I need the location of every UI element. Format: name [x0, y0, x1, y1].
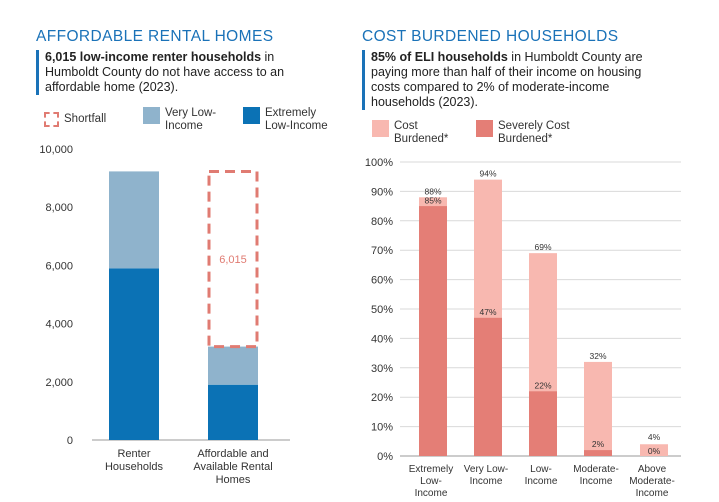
y-tick-label: 60%: [371, 275, 393, 287]
severely-value-label: 0%: [648, 446, 661, 456]
cost-burdened-value-label: 94%: [479, 169, 496, 179]
x-tick-label: Income: [415, 488, 448, 499]
left-legend: Shortfall Very Low-Income Extremely Low-…: [44, 107, 344, 139]
cost-burdened-value-label: 32%: [589, 351, 606, 361]
legend-item-very-low: Very Low-Income: [143, 107, 227, 133]
legend-item-severely-cost-burdened: Severely Cost Burdened*: [476, 120, 578, 146]
right-callout-text: in Humboldt County are paying more than …: [371, 50, 643, 109]
cost-burdened-bar: [640, 444, 668, 456]
y-tick-label: 30%: [371, 363, 393, 375]
cost-burdened-bar: [584, 361, 612, 456]
right-panel-title: COST BURDENED HOUSEHOLDS: [362, 28, 619, 45]
x-tick-label: Very Low-: [464, 464, 508, 475]
severely-value-label: 47%: [479, 307, 496, 317]
x-tick-label: Affordable and: [197, 448, 268, 460]
y-tick-label: 40%: [371, 333, 393, 345]
cost-burdened-value-label: 88%: [424, 186, 441, 196]
y-tick-label: 0: [67, 435, 73, 447]
extremely-low-swatch: [243, 107, 260, 124]
cost-burdened-value-label: 4%: [648, 432, 661, 442]
legend-label-very-low: Very Low-Income: [165, 107, 217, 132]
y-tick-label: 50%: [371, 304, 393, 316]
legend-label-severely-cost-burdened: Severely Cost Burdened*: [498, 120, 570, 145]
severely-value-label: 22%: [534, 380, 551, 390]
left-callout: 6,015 low-income renter households in Hu…: [36, 50, 320, 95]
severely-value-label: 85%: [424, 195, 441, 205]
y-tick-label: 10%: [371, 422, 393, 434]
x-tick-label: Low-: [420, 476, 442, 487]
y-tick-label: 6,000: [45, 260, 73, 272]
severely-cost-burdened-swatch: [476, 120, 493, 137]
y-tick-label: 10,000: [39, 144, 73, 156]
bar-extremely-low-income: [109, 268, 159, 440]
right-legend: Cost Burdened* Severely Cost Burdened*: [372, 120, 672, 152]
y-tick-label: 70%: [371, 245, 393, 257]
x-tick-label: Income: [525, 476, 558, 487]
y-tick-label: 0%: [377, 451, 393, 463]
x-tick-label: Moderate-: [573, 464, 619, 475]
x-tick-label: Moderate-: [629, 476, 675, 487]
x-tick-label: Income: [580, 476, 613, 487]
left-callout-text: in Humboldt County do not have access to…: [45, 50, 285, 94]
right-callout: 85% of ELI households in Humboldt County…: [362, 50, 671, 110]
cost-burdened-swatch: [372, 120, 389, 137]
y-tick-label: 80%: [371, 216, 393, 228]
x-tick-label: Income: [636, 488, 669, 499]
bar-extremely-low-income: [208, 384, 258, 440]
x-tick-label: Low-: [530, 464, 552, 475]
shortfall-swatch: [44, 112, 59, 127]
legend-label-extremely-low: Extremely Low-Income: [265, 107, 328, 132]
x-tick-label: Households: [105, 461, 164, 473]
legend-label-cost-burdened: Cost Burdened*: [394, 120, 449, 145]
severely-cost-burdened-bar: [419, 206, 447, 456]
shortfall-bar: [207, 170, 259, 349]
severely-value-label: 2%: [592, 439, 605, 449]
y-tick-label: 8,000: [45, 202, 73, 214]
y-tick-label: 2,000: [45, 377, 73, 389]
x-tick-label: Renter: [117, 448, 150, 460]
x-tick-label: Extremely: [409, 464, 453, 475]
bar-very-low-income: [208, 346, 258, 385]
bar-very-low-income: [109, 171, 159, 269]
left-panel-title: AFFORDABLE RENTAL HOMES: [36, 28, 274, 45]
y-tick-label: 20%: [371, 392, 393, 404]
x-tick-label: Homes: [216, 474, 251, 486]
y-tick-label: 100%: [365, 157, 393, 169]
severely-cost-burdened-bar: [474, 317, 502, 456]
legend-item-extremely-low: Extremely Low-Income: [243, 107, 340, 133]
left-callout-bold: 6,015 low-income renter households: [45, 50, 262, 64]
very-low-swatch: [143, 107, 160, 124]
y-tick-label: 4,000: [45, 319, 73, 331]
legend-label-shortfall: Shortfall: [64, 113, 107, 125]
legend-item-cost-burdened: Cost Burdened*: [372, 120, 454, 146]
severely-cost-burdened-bar: [584, 450, 612, 456]
shortfall-value-label: 6,015: [219, 254, 247, 266]
x-tick-label: Available Rental: [193, 461, 272, 473]
severely-cost-burdened-bar: [529, 391, 557, 456]
legend-item-shortfall: Shortfall: [44, 111, 106, 127]
x-tick-label: Income: [470, 476, 503, 487]
right-callout-bold: 85% of ELI households: [371, 50, 508, 64]
y-tick-label: 90%: [371, 186, 393, 198]
cost-burdened-value-label: 69%: [534, 242, 551, 252]
x-tick-label: Above: [638, 464, 667, 475]
